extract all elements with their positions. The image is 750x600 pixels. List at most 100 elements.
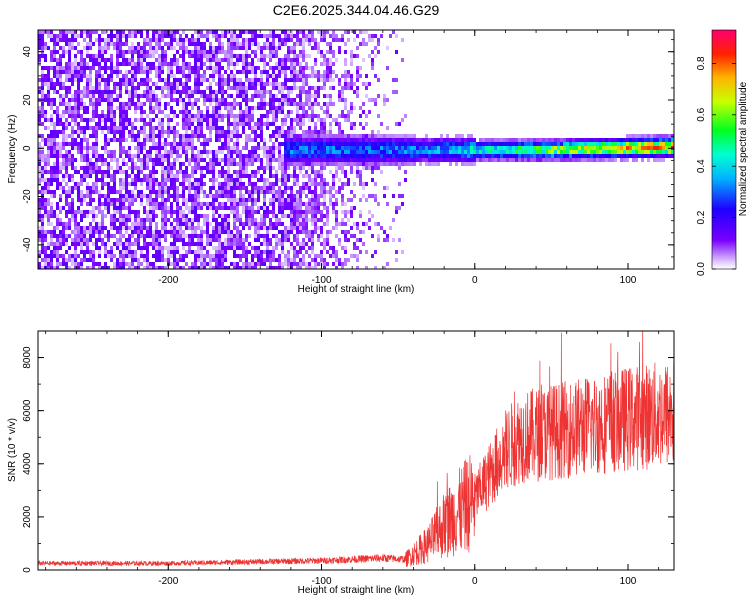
heatmap-cell [128, 210, 131, 214]
heatmap-cell [227, 78, 230, 82]
heatmap-cell [113, 122, 116, 126]
heatmap-cell [284, 162, 287, 166]
heatmap-cell [314, 94, 317, 98]
heatmap-cell [80, 250, 83, 254]
heatmap-cell [263, 202, 266, 206]
heatmap-cell [353, 162, 356, 166]
heatmap-cell [185, 174, 188, 178]
heatmap-cell [278, 202, 281, 206]
heatmap-cell [125, 194, 128, 198]
heatmap-cell [101, 126, 104, 130]
heatmap-cell [278, 126, 281, 130]
heatmap-cell [44, 170, 47, 174]
heatmap-cell [98, 166, 101, 170]
heatmap-cell [56, 122, 59, 126]
heatmap-cell [302, 46, 305, 50]
heatmap-cell [437, 154, 440, 158]
heatmap-cell [326, 94, 329, 98]
heatmap-cell [311, 238, 314, 242]
heatmap-cell [293, 70, 296, 74]
heatmap-cell [224, 170, 227, 174]
heatmap-cell [470, 138, 473, 142]
heatmap-cell [158, 138, 161, 142]
heatmap-cell [149, 190, 152, 194]
heatmap-cell [74, 242, 77, 246]
heatmap-cell [332, 34, 335, 38]
heatmap-cell [263, 150, 266, 154]
heatmap-cell [248, 150, 251, 154]
heatmap-cell [110, 66, 113, 70]
heatmap-cell [95, 74, 98, 78]
heatmap-cell [77, 74, 80, 78]
heatmap-cell [242, 210, 245, 214]
heatmap-cell [62, 110, 65, 114]
heatmap-cell [374, 266, 377, 269]
heatmap-cell [473, 150, 476, 154]
heatmap-cell [83, 174, 86, 178]
heatmap-cell [326, 222, 329, 226]
heatmap-cell [176, 206, 179, 210]
heatmap-cell [281, 134, 284, 138]
heatmap-cell [182, 50, 185, 54]
heatmap-cell [98, 266, 101, 269]
heatmap-cell [89, 174, 92, 178]
heatmap-cell [155, 66, 158, 70]
heatmap-cell [104, 86, 107, 90]
heatmap-cell [263, 86, 266, 90]
heatmap-cell [98, 70, 101, 74]
heatmap-cell [230, 158, 233, 162]
heatmap-cell [101, 210, 104, 214]
heatmap-cell [290, 90, 293, 94]
heatmap-cell [281, 194, 284, 198]
heatmap-cell [146, 166, 149, 170]
heatmap-cell [80, 238, 83, 242]
heatmap-cell [92, 42, 95, 46]
heatmap-cell [86, 166, 89, 170]
heatmap-cell [146, 154, 149, 158]
heatmap-cell [86, 154, 89, 158]
heatmap-cell [50, 174, 53, 178]
heatmap-cell [74, 230, 77, 234]
heatmap-cell [71, 242, 74, 246]
heatmap-cell [170, 38, 173, 42]
heatmap-cell [353, 134, 356, 138]
heatmap-cell [95, 242, 98, 246]
heatmap-cell [293, 218, 296, 222]
heatmap-cell [152, 130, 155, 134]
heatmap-cell [302, 86, 305, 90]
heatmap-cell [188, 114, 191, 118]
heatmap-cell [281, 206, 284, 210]
heatmap-cell [53, 154, 56, 158]
heatmap-cell [71, 34, 74, 38]
heatmap-cell [47, 142, 50, 146]
heatmap-cell [191, 42, 194, 46]
heatmap-cell [188, 186, 191, 190]
heatmap-cell [260, 50, 263, 54]
heatmap-cell [185, 214, 188, 218]
heatmap-cell [326, 74, 329, 78]
heatmap-cell [350, 110, 353, 114]
heatmap-cell [416, 154, 419, 158]
heatmap-cell [293, 142, 296, 146]
heatmap-cell [89, 226, 92, 230]
heatmap-cell [377, 166, 380, 170]
heatmap-cell [68, 98, 71, 102]
heatmap-cell [302, 142, 305, 146]
heatmap-cell [356, 90, 359, 94]
heatmap-cell [113, 118, 116, 122]
heatmap-cell [107, 94, 110, 98]
heatmap-cell [290, 214, 293, 218]
heatmap-cell [119, 198, 122, 202]
heatmap-cell [269, 158, 272, 162]
heatmap-cell [164, 178, 167, 182]
heatmap-cell [149, 182, 152, 186]
heatmap-cell [317, 218, 320, 222]
heatmap-cell [41, 70, 44, 74]
heatmap-cell [134, 166, 137, 170]
heatmap-cell [56, 214, 59, 218]
heatmap-cell [41, 38, 44, 42]
heatmap-cell [338, 122, 341, 126]
heatmap-cell [215, 250, 218, 254]
heatmap-cell [311, 150, 314, 154]
heatmap-cell [53, 214, 56, 218]
